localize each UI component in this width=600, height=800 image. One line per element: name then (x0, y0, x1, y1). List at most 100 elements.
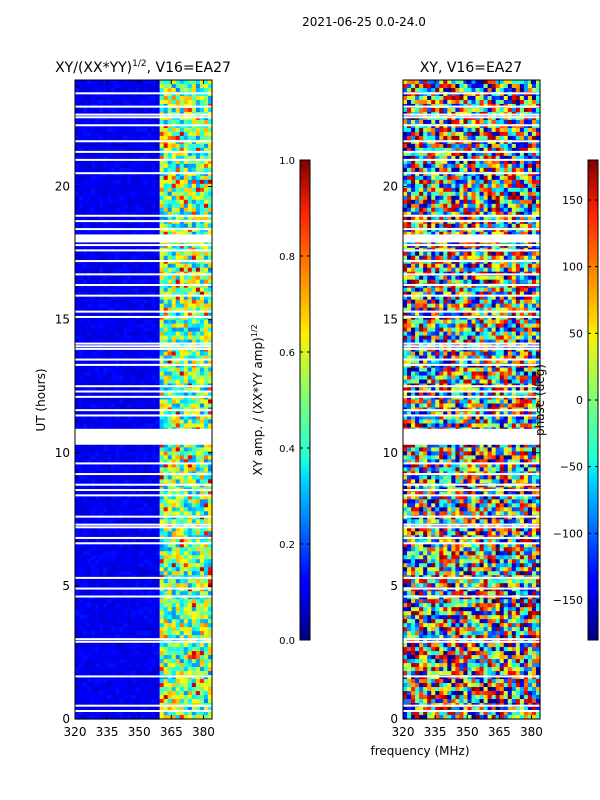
heatmap-cell (147, 631, 153, 636)
heatmap-cell (115, 391, 120, 397)
heatmap-cell (179, 479, 185, 484)
heatmap-cell (155, 80, 161, 85)
heatmap-cell (131, 419, 137, 425)
heatmap-cell (167, 355, 173, 361)
heatmap-cell (95, 411, 100, 417)
heatmap-cell (99, 359, 104, 365)
heatmap-cell (147, 251, 153, 257)
heatmap-cell (167, 107, 173, 113)
heatmap-cell (119, 95, 124, 101)
heatmap-cell (135, 339, 141, 345)
heatmap-cell (151, 191, 157, 197)
heatmap-cell (183, 443, 189, 449)
heatmap-cell (175, 579, 181, 584)
heatmap-cell (199, 459, 205, 464)
heatmap-cell (183, 579, 189, 584)
heatmap-cell (143, 627, 149, 632)
heatmap-cell (203, 155, 209, 161)
heatmap-cell (87, 203, 92, 209)
heatmap-cell (171, 131, 177, 137)
heatmap-cell (183, 223, 189, 229)
heatmap-cell (147, 207, 153, 213)
heatmap-cell (135, 291, 141, 297)
heatmap-cell (179, 80, 185, 85)
heatmap-cell (175, 95, 181, 101)
heatmap-cell (111, 547, 116, 552)
heatmap-cell (143, 155, 149, 161)
heatmap-cell (183, 531, 189, 536)
heatmap-cell (95, 607, 100, 612)
heatmap-cell (171, 143, 177, 149)
heatmap-cell (179, 299, 185, 305)
heatmap-cell (83, 555, 88, 560)
heatmap-cell (107, 147, 112, 153)
heatmap-cell (119, 155, 124, 161)
heatmap-cell (103, 223, 108, 229)
heatmap-cell (79, 479, 84, 484)
heatmap-cell (135, 355, 141, 361)
heatmap-cell (139, 279, 145, 285)
heatmap-cell (167, 231, 173, 237)
heatmap-cell (95, 87, 100, 93)
heatmap-cell (83, 87, 88, 93)
heatmap-cell (131, 579, 137, 584)
heatmap-cell (187, 131, 193, 137)
heatmap-cell (163, 567, 169, 572)
heatmap-cell (171, 99, 177, 105)
heatmap-cell (87, 451, 92, 457)
heatmap-cell (167, 599, 173, 604)
heatmap-cell (143, 571, 149, 576)
heatmap-cell (131, 279, 137, 285)
heatmap-cell (79, 475, 84, 480)
heatmap-cell (135, 623, 141, 628)
heatmap-cell (115, 475, 120, 480)
heatmap-cell (79, 311, 84, 317)
heatmap-cell (95, 143, 100, 149)
heatmap-cell (135, 451, 141, 457)
heatmap-cell (163, 175, 169, 181)
heatmap-cell (91, 155, 96, 161)
heatmap-cell (143, 279, 149, 285)
heatmap-cell (83, 543, 88, 548)
heatmap-cell (123, 355, 128, 361)
heatmap-cell (167, 547, 173, 552)
heatmap-cell (95, 355, 100, 361)
heatmap-cell (99, 507, 104, 512)
heatmap-cell (159, 335, 165, 341)
heatmap-cell (99, 539, 104, 544)
heatmap-cell (175, 127, 181, 133)
heatmap-cell (119, 319, 124, 325)
heatmap-cell (191, 387, 197, 393)
heatmap-cell (199, 403, 205, 409)
heatmap-cell (163, 583, 169, 588)
heatmap-cell (83, 479, 88, 484)
heatmap-cell (75, 371, 80, 377)
heatmap-cell (135, 87, 141, 93)
heatmap-cell (179, 503, 185, 508)
heatmap-cell (171, 655, 177, 660)
heatmap-cell (95, 627, 100, 632)
heatmap-cell (103, 127, 108, 133)
heatmap-cell (79, 531, 84, 536)
heatmap-cell (107, 659, 112, 664)
heatmap-cell (187, 491, 193, 496)
heatmap-cell (183, 567, 189, 572)
heatmap-cell (199, 323, 205, 329)
heatmap-cell (107, 527, 112, 532)
heatmap-cell (119, 391, 124, 397)
heatmap-cell (111, 447, 116, 453)
heatmap-cell (175, 191, 181, 197)
heatmap-cell (127, 187, 133, 193)
heatmap-cell (139, 391, 145, 397)
heatmap-cell (147, 643, 153, 648)
heatmap-cell (127, 403, 133, 409)
heatmap-cell (79, 131, 84, 137)
heatmap-cell (139, 583, 145, 588)
heatmap-cell (87, 251, 92, 257)
heatmap-cell (131, 203, 137, 209)
heatmap-cell (95, 175, 100, 181)
heatmap-cell (111, 359, 116, 365)
heatmap-cell (87, 559, 92, 564)
heatmap-cell (87, 423, 92, 429)
heatmap-cell (179, 451, 185, 457)
